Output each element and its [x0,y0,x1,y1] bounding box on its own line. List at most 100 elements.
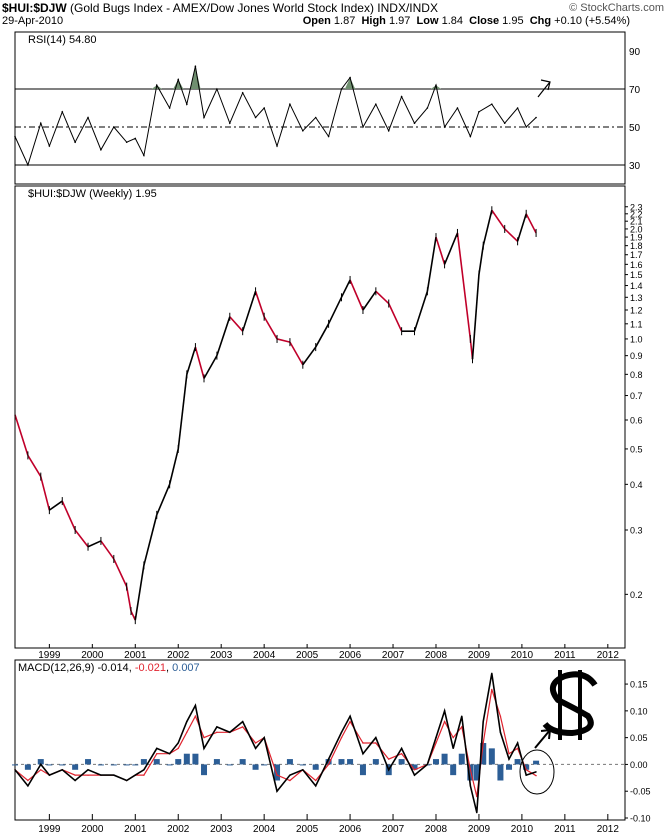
macd-histogram-bar [338,759,345,765]
close-value: 1.95 [502,15,524,27]
macd-xtick-label: 2012 [597,824,620,835]
rsi-point [143,154,145,157]
rsi-point [535,116,537,119]
price-layer: 2.32.22.12.01.91.81.71.61.51.4 1.3 1.2 1.1 1… [14,202,643,661]
macd-histogram-bar [226,764,233,766]
macd-point [125,779,128,782]
macd-histogram-bar [72,764,79,770]
rsi-layer: 90 70 50 30 [14,47,641,172]
price-xtick-label: 2001 [124,650,147,661]
signal-point [27,779,29,782]
macd-histogram-bar [347,759,354,765]
macd-histogram-bar [140,759,147,765]
macd-point [263,736,265,739]
macd-point [87,769,89,771]
price-xtick-label: 2011 [554,650,576,661]
macd-title-label: MACD(12,26,9) [18,662,94,674]
macd-legend-1: -0.021 [135,662,166,674]
price-segment [203,355,218,379]
price-segment [263,316,278,340]
signal-point [508,753,510,755]
rsi-point [186,103,188,105]
price-segment [254,291,265,318]
price-segment [504,228,519,242]
macd-histogram-bar [132,764,139,766]
rsi-point [125,141,128,143]
macd-point [362,753,364,755]
rsi-point [263,107,265,109]
rsi-point [276,145,278,147]
signal-point [87,774,89,776]
price-tick-label: 1.8 [630,241,643,251]
low-label: Low [416,15,439,27]
signal-point [461,726,463,728]
price-tick-label: 0.9 [630,351,643,361]
signal-point [413,769,416,771]
macd-histogram-bar [533,760,540,765]
price-segment [525,213,537,234]
rsi-point [400,95,403,98]
rsi-title: RSI(14) 54.80 [28,34,96,46]
symbol-description: (Gold Bugs Index - AMEX/Dow Jones World … [70,1,438,15]
price-tick-label: 1.4 [630,281,643,291]
price-tick-label: 2.0 [630,224,643,234]
signal-point [186,731,188,733]
rsi-point [27,164,29,166]
macd-histogram-bar [473,764,480,781]
price-title: $HUI:$DJW (Weekly) 1.95 [28,188,157,200]
macd-point [177,742,179,744]
macd-xtick-label: 2003 [210,824,233,835]
macd-point [194,704,197,707]
rsi-tick-label: 90 [629,47,641,58]
macd-point [254,747,257,750]
signal-point [400,753,403,755]
signal-point [254,742,257,744]
price-segment [61,500,76,531]
signal-point [491,688,493,691]
rsi-point [74,141,76,143]
macd-point [508,758,510,760]
open-value: 1.87 [333,15,356,27]
price-segment [340,279,351,298]
macd-xtick-label: 2004 [253,824,276,835]
price-segment [156,484,171,516]
price-segment [289,341,304,366]
macd-point [525,774,527,776]
macd-point [388,769,390,771]
signal-point [276,774,278,776]
macd-tick-label: -0.10 [630,814,651,824]
macd-xtick-label: 2009 [468,824,491,835]
rsi-point [134,137,137,140]
macd-histogram-bar [183,753,190,765]
macd-xtick-label: 2006 [339,824,362,835]
rsi-point [327,135,330,138]
price-tick-label: 1.5 [630,270,643,280]
signal-point [327,763,330,766]
price-segment [413,291,429,332]
rsi-point [14,135,16,138]
chg-label: Chg [529,15,552,27]
watermark: © StockCharts.com [569,2,664,14]
price-segment [143,514,158,566]
macd-histogram-bar [274,764,281,781]
macd-histogram-bar [432,759,439,765]
rsi-point [426,107,429,109]
macd-point [426,763,429,766]
macd-point [476,811,478,814]
macd-xtick-label: 2008 [425,824,448,835]
price-segment [113,558,128,587]
rsi-point [478,111,480,113]
macd-legend-2: 0.007 [172,662,200,674]
macd-histogram-bar [411,764,418,770]
macd-histogram-bar [239,759,246,765]
macd-xtick-label: 2000 [81,824,104,835]
price-segment [216,316,231,356]
macd-point [499,731,502,733]
price-segment [276,338,291,343]
macd-tick-label: 0.10 [630,706,648,716]
macd-histogram-bar [359,764,366,776]
price-tick-label: 2.2 [630,209,643,219]
price-tick-label: 0.5 [630,444,643,454]
signal-point [203,736,205,739]
macd-histogram-bar [110,764,117,766]
